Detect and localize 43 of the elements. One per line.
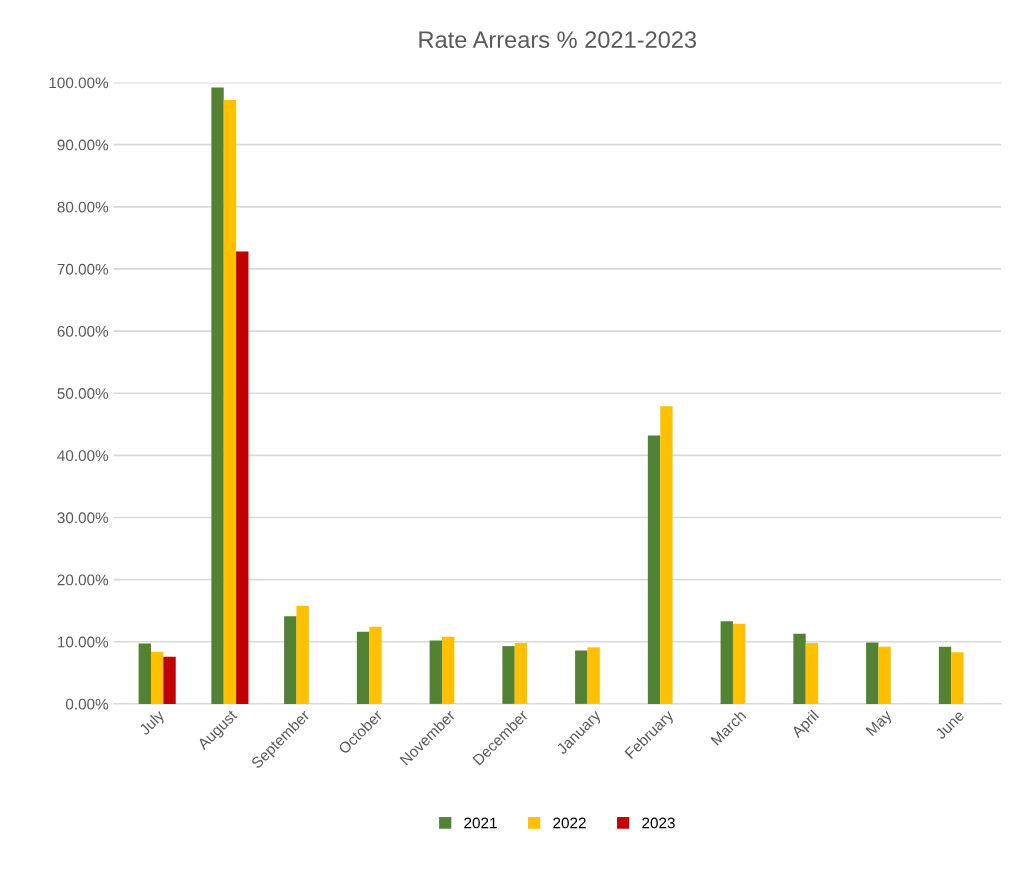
legend-label: 2022 xyxy=(553,817,586,829)
x-tick-label: May xyxy=(865,709,895,739)
y-tick-label: 50.00% xyxy=(57,388,109,399)
y-tick-label: 0.00% xyxy=(65,698,109,710)
bar xyxy=(732,623,746,704)
bar xyxy=(138,643,151,704)
bar xyxy=(429,640,442,704)
bar xyxy=(236,251,249,704)
y-tick-label: 60.00% xyxy=(57,325,109,337)
y-tick-label: 100.00% xyxy=(49,77,109,89)
bar xyxy=(150,651,164,704)
bar xyxy=(284,616,297,704)
bar xyxy=(575,650,588,704)
bar xyxy=(587,647,600,704)
y-tick-label: 70.00% xyxy=(57,263,109,275)
bar xyxy=(951,652,964,704)
bar xyxy=(514,643,528,704)
bar xyxy=(296,605,309,704)
bar xyxy=(223,99,237,704)
y-tick-label: 90.00% xyxy=(57,139,109,151)
y-tick-label: 10.00% xyxy=(58,636,109,648)
bar xyxy=(163,656,176,704)
x-tick-label: July xyxy=(138,708,168,738)
bar xyxy=(441,636,455,704)
legend-label: 2023 xyxy=(642,817,675,829)
bar xyxy=(938,646,952,704)
chart-title: Rate Arrears % 2021-2023 xyxy=(419,31,697,49)
legend-label: 2021 xyxy=(464,817,497,829)
bar xyxy=(369,626,382,704)
bar xyxy=(211,87,224,704)
bar xyxy=(805,643,819,704)
y-tick-label: 40.00% xyxy=(57,450,109,462)
bar xyxy=(720,621,733,704)
y-tick-label: 20.00% xyxy=(57,574,109,586)
bar xyxy=(866,642,879,704)
bar xyxy=(878,646,891,704)
bar xyxy=(356,631,370,704)
y-tick-label: 80.00% xyxy=(57,201,109,213)
bar xyxy=(660,406,673,704)
bar xyxy=(793,633,806,704)
y-tick-label: 30.00% xyxy=(57,512,109,524)
bar xyxy=(502,646,515,704)
bar xyxy=(647,435,661,704)
